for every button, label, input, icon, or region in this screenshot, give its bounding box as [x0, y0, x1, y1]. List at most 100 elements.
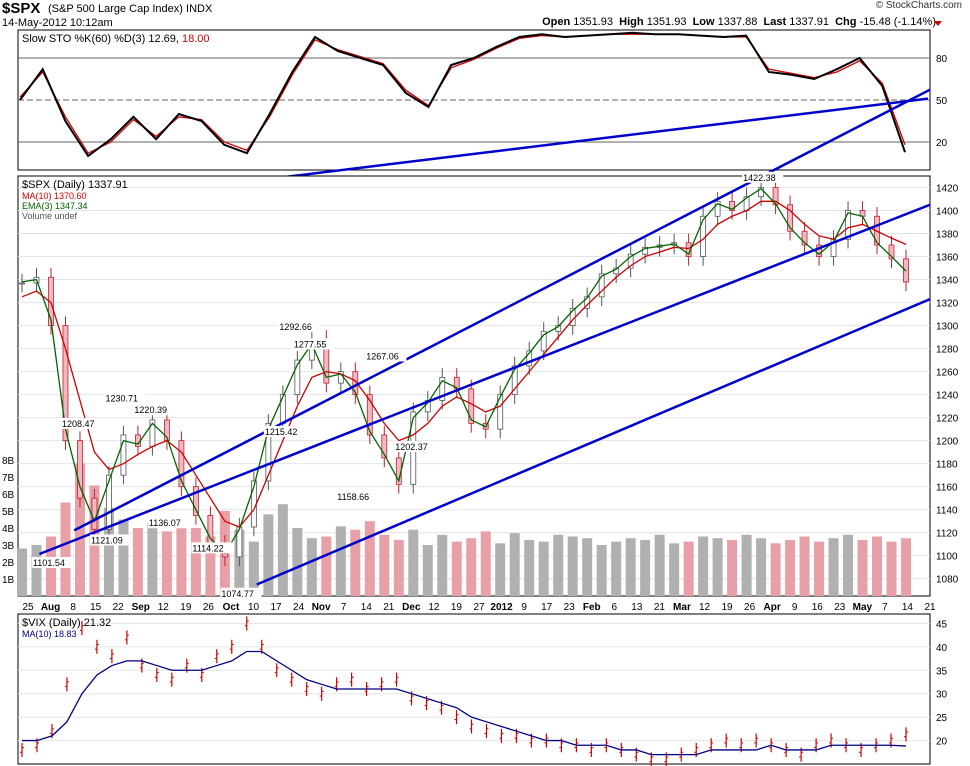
sto-channel-line: [249, 97, 929, 183]
volume-bar: [756, 538, 767, 596]
vix-ma-line: [22, 650, 907, 756]
x-tick-label: 14: [361, 602, 373, 613]
volume-tick-label: 4B: [2, 524, 15, 535]
volume-bar: [814, 541, 825, 596]
price-tick-label: 1160: [936, 483, 958, 494]
x-tick-label: 7: [341, 602, 347, 613]
price-panel: 1420 1400 1380 1360 1340 1320 1300 1280 1260 1240…: [2, 88, 959, 599]
down-arrow-icon: [934, 21, 942, 26]
price-candle: [526, 350, 533, 367]
volume-bar: [640, 539, 651, 596]
price-candle: [714, 200, 721, 217]
volume-bar: [611, 541, 622, 596]
price-candle: [77, 440, 83, 499]
symbol-name: (S&P 500 Large Cap Index): [48, 3, 183, 15]
x-tick-label: 25: [22, 602, 34, 613]
price-annotation: 1422.38: [743, 173, 776, 183]
quote-summary: Open 1351.93 High 1351.93 Low 1337.88 La…: [542, 16, 936, 28]
low-label: Low: [692, 16, 715, 28]
vix-tick-label: 35: [936, 666, 948, 677]
sto-k-line: [19, 31, 906, 158]
x-axis: 25 Aug 8 15 22 Sep 12 19 26 Oct 10 17 24 Nov 7 14 21 Dec 1…: [22, 602, 936, 613]
x-tick-label: Mar: [673, 602, 691, 613]
volume-bar: [843, 534, 854, 596]
price-candle: [511, 365, 518, 396]
price-candle: [439, 376, 446, 401]
vix-tick-label: 25: [936, 713, 948, 724]
vix-tick-label: 40: [936, 643, 948, 654]
price-annotation: 1074.77: [221, 589, 254, 599]
exchange-name: INDX: [186, 3, 213, 15]
price-tick-label: 1260: [936, 368, 959, 379]
price-tick-label: 1320: [936, 299, 959, 310]
volume-bar: [103, 507, 114, 596]
x-tick-label: 16: [812, 602, 824, 613]
annotation-bg: [365, 350, 407, 362]
price-tick-label: 1280: [936, 345, 959, 356]
price-candle: [642, 246, 649, 255]
price-candle: [540, 330, 547, 352]
volume-ticks: 8B 7B 6B 5B 4B 3B 2B 1B: [2, 456, 15, 586]
price-tick-label: 1100: [936, 552, 958, 563]
vix-tick-label: 30: [936, 690, 948, 701]
annotation-bg: [31, 556, 74, 568]
price-tick-label: 1360: [936, 253, 959, 264]
x-tick-label: 26: [203, 602, 215, 613]
volume-bar: [886, 541, 897, 596]
volume-tick-label: 8B: [2, 456, 15, 467]
price-candle: [598, 273, 605, 298]
last-label: Last: [763, 16, 787, 28]
price-tick-label: 1340: [936, 276, 959, 287]
volume-bar: [118, 519, 129, 596]
price-tick-label: 1300: [936, 322, 959, 333]
price-legend-volume: Volume undef: [22, 211, 78, 221]
price-annotation: 1208.47: [62, 419, 95, 429]
price-candle: [801, 230, 808, 246]
sto-ticks: 80 50 20: [936, 54, 948, 149]
price-candle: [19, 282, 25, 285]
volume-bar: [712, 538, 723, 596]
x-tick-label: 7: [882, 602, 888, 613]
price-candle: [845, 210, 851, 240]
x-tick-label: 17: [270, 602, 282, 613]
volume-bar: [321, 536, 332, 596]
symbol-title: $SPX: [2, 0, 41, 17]
volume-bar: [698, 536, 709, 596]
x-tick-label: 23: [564, 602, 576, 613]
price-candle: [787, 204, 793, 232]
x-tick-label: 19: [721, 602, 733, 613]
x-tick-label: Feb: [583, 602, 601, 613]
volume-bar: [857, 539, 868, 596]
price-legend-main: $SPX (Daily) 1337.91: [22, 179, 128, 191]
price-candle: [193, 486, 199, 516]
sto-panel: Slow STO %K(60) %D(3) 12.69, 18.00 80 50 2…: [17, 29, 948, 183]
x-tick-label: 19: [451, 602, 463, 613]
annotation-bg: [278, 321, 320, 333]
price-tick-label: 1180: [936, 460, 958, 471]
volume-bar: [190, 528, 201, 596]
vix-frame: [17, 613, 931, 765]
x-tick-label: Oct: [223, 602, 240, 613]
volume-bar: [132, 528, 143, 596]
price-candle: [816, 244, 822, 257]
volume-bar: [466, 538, 477, 596]
x-tick-label: 15: [90, 602, 102, 613]
sto-legend: Slow STO %K(60) %D(3) 12.69, 18.00: [22, 33, 210, 45]
volume-bar: [176, 517, 187, 596]
volume-bar: [654, 534, 665, 596]
volume-bar: [828, 538, 839, 596]
volume-bar: [60, 502, 71, 596]
vix-grid: [18, 622, 930, 742]
volume-bar: [741, 534, 752, 596]
price-annotation: 1101.54: [33, 558, 65, 568]
price-candle: [91, 497, 98, 530]
volume-bar: [625, 538, 636, 596]
volume-bar: [263, 514, 274, 596]
annotation-bg: [220, 587, 262, 599]
volume-bar: [292, 528, 303, 596]
annotation-bg: [147, 517, 190, 529]
volume-bar: [306, 538, 317, 596]
annotation-bg: [104, 392, 146, 404]
price-tick-label: 1380: [936, 230, 959, 241]
